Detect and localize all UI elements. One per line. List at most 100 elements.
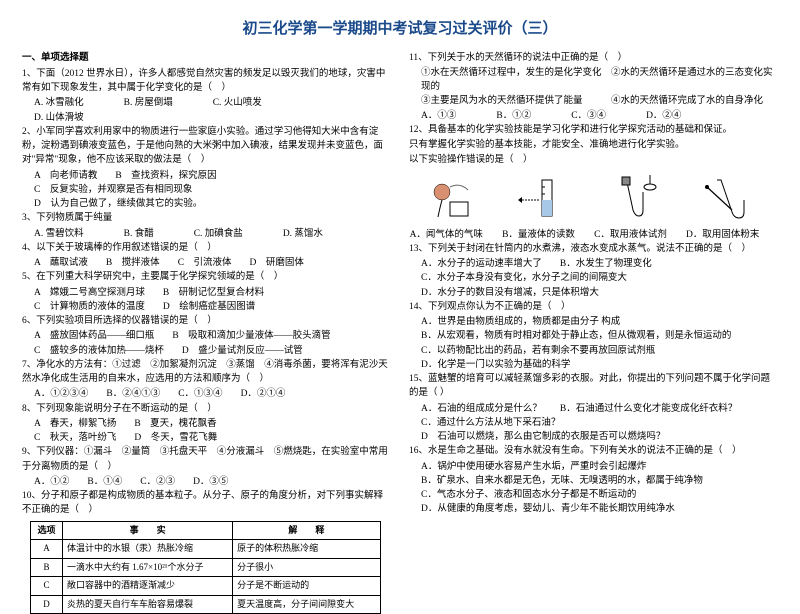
q15-d: D 石油可以燃烧，那么由它制成的衣服是否可以燃烧吗？: [421, 430, 665, 444]
q5-options: A 嫦娥二号高空探测月球 B 研制记忆型复合材料: [22, 286, 391, 300]
q1-d: D. 山体滑坡: [34, 111, 84, 125]
q11-a: A．①③: [421, 109, 456, 123]
q8-options: A 春天，柳絮飞扬 B 夏天，槐花飘香: [22, 417, 391, 431]
q9-b: B．①④: [87, 475, 122, 489]
q1-c: C. 火山喷发: [213, 96, 262, 110]
q13-b: B．水发生了物理变化: [560, 257, 652, 271]
th-1: 事 实: [63, 521, 233, 540]
q13-stem: 13、下列关于封闭在针筒内的水煮沸，液态水变成水蒸气。说法不正确的是（ ）: [409, 242, 778, 256]
q12-stem: 12、具备基本的化学实验技能是学习化学和进行化学探究活动的基础和保证。: [409, 123, 778, 137]
q4-b: B 搅拌液体: [106, 256, 160, 270]
q15-b: B．石油通过什么变化才能变成化纤衣料？: [560, 402, 737, 416]
q12-line1: 只有掌握化学实验的基本技能，才能安全、准确地进行化学实验。: [409, 138, 778, 152]
q12-options: A．闻气体的气味 B．量液体的读数 C．取用液体试剂 D．取用固体粉末: [409, 228, 778, 242]
q9-d: D．③⑤: [193, 475, 228, 489]
q8-options-2: C 秋天，落叶纷飞 D 冬天，雪花飞舞: [22, 431, 391, 445]
q11-stem: 11、下列关于水的天然循环的说法中正确的是（ ）: [409, 51, 778, 65]
table-row: B 一滴水中大约有 1.67×10²¹个水分子 分子很小: [31, 558, 381, 577]
section-heading: 一、单项选择题: [22, 51, 391, 65]
q14-d: D．化学是一门以实验为基础的科学: [409, 358, 778, 372]
q2-b: B 查找资料，探究原因: [115, 169, 216, 183]
q8-d: D 冬天，雪花飞舞: [134, 431, 217, 445]
q6-options-2: C 盛较多的液体加热——烧杯 D 盛少量试剂反应——试管: [22, 344, 391, 358]
q2-d: D 认为自己做了，继续做其它的实验。: [34, 197, 202, 211]
q7-c: C．①③④: [178, 387, 222, 401]
q12-line2: 以下实验操作错误的是（ ）: [409, 153, 778, 167]
q8-stem: 8、下列现象能说明分子在不断运动的是（ ）: [22, 402, 391, 416]
q6-options: A 盛放固体药品——细口瓶 B 吸取和滴加少量液体——胶头滴管: [22, 329, 391, 343]
q11-line2: ③主要是风为水的天然循环提供了能量 ④水的天然循环完成了水的自身净化: [409, 94, 778, 108]
q14-a: A．世界是由物质组成的，物质都是由分子 构成: [409, 315, 778, 329]
q2-options: A 向老师请教 B 查找资料，探究原因: [22, 169, 391, 183]
q13-d: D．水分子的数目没有增减，只是体积增大: [409, 286, 778, 300]
q2-stem: 2、小军同学喜欢利用家中的物质进行一些家庭小实验。通过学习他得知大米中含有淀粉，…: [22, 125, 391, 168]
q7-b: B．②④①③: [106, 387, 160, 401]
q4-c: C 引流液体: [178, 256, 232, 270]
exp-img-a: [420, 172, 490, 222]
q3-d: D. 蒸馏水: [283, 227, 323, 241]
q7-a: A．①②③④: [34, 387, 88, 401]
q11-c: C．③④: [571, 109, 606, 123]
q14-stem: 14、下列观点你认为不正确的是（ ）: [409, 300, 778, 314]
q7-options: A．①②③④ B．②④①③ C．①③④ D．②①④: [22, 387, 391, 401]
cell: D: [31, 595, 63, 614]
q13-options-1: A．水分子的运动速率增大了 B．水发生了物理变化: [409, 257, 778, 271]
exp-img-c: [605, 172, 675, 222]
q8-c: C 秋天，落叶纷飞: [34, 431, 116, 445]
q14-c: C．以药物配比出的药品，若有剩余不要再放回原试剂瓶: [409, 344, 778, 358]
exp-img-b: [512, 172, 582, 222]
q11-line1: ①水在天然循环过程中，发生的是化学变化 ②水的天然循环是通过水的三态变化实现的: [409, 66, 778, 95]
q12-a: A．闻气体的气味: [410, 228, 483, 242]
q2-a: A 向老师请教: [34, 169, 97, 183]
q3-options: A. 雪碧饮料 B. 食醋 C. 加碘食盐 D. 蒸馏水: [22, 227, 391, 241]
q10-table: 选项 事 实 解 释 A 体温计中的水银（汞）热胀冷缩 原子的体积热胀冷缩 B …: [30, 521, 381, 614]
page-title: 初三化学第一学期期中考试复习过关评价（三）: [22, 18, 778, 41]
q3-stem: 3、下列物质属于纯量: [22, 211, 391, 225]
q15-options-1: A．石油的组成成分是什么？ B．石油通过什么变化才能变成化纤衣料？: [409, 402, 778, 416]
q11-d: D．②④: [646, 109, 681, 123]
q6-a: A 盛放固体药品——细口瓶: [34, 329, 154, 343]
cell: B: [31, 558, 63, 577]
q11-options: A．①③ B．①② C．③④ D．②④: [409, 109, 778, 123]
cell: 夏天温度高，分子间间隙变大: [233, 595, 380, 614]
q1-b: B. 房屋倒塌: [124, 96, 173, 110]
table-row: A 体温计中的水银（汞）热胀冷缩 原子的体积热胀冷缩: [31, 540, 381, 559]
q11-b: B．①②: [496, 109, 531, 123]
q16-c: C．气态水分子、液态和固态水分子都是不断运动的: [409, 488, 778, 502]
cell: 敞口容器中的酒精逐渐减少: [63, 577, 233, 596]
cell: 一滴水中大约有 1.67×10²¹个水分子: [63, 558, 233, 577]
q9-a: A．①②: [34, 475, 69, 489]
q4-options: A 蘸取试液 B 搅拌液体 C 引流液体 D 研磨固体: [22, 256, 391, 270]
q3-a: A. 雪碧饮料: [34, 227, 84, 241]
left-column: 一、单项选择题 1、下面（2012 世界水日），许多人都感觉自然灾害的频发足以毁…: [22, 51, 391, 614]
cell: C: [31, 577, 63, 596]
q1-stem: 1、下面（2012 世界水日），许多人都感觉自然灾害的频发足以毁灭我们的地球，灾…: [22, 67, 391, 96]
q15-c: C．通过什么方法从地下采石油？: [421, 416, 560, 430]
q5-b: B 研制记忆型复合材料: [163, 286, 264, 300]
two-column-layout: 一、单项选择题 1、下面（2012 世界水日），许多人都感觉自然灾害的频发足以毁…: [22, 51, 778, 614]
q1-a: A. 冰雪融化: [34, 96, 84, 110]
experiment-images: [409, 172, 778, 224]
q15-a: A．石油的组成成分是什么？: [421, 402, 542, 416]
th-2: 解 释: [233, 521, 380, 540]
cell: 炎热的夏天自行车车胎容易爆裂: [63, 595, 233, 614]
q5-c: C 计算物质的液体的温度: [34, 300, 145, 314]
q6-stem: 6、下列实验项目所选择的仪器错误的是（ ）: [22, 314, 391, 328]
q7-d: D．②①④: [241, 387, 286, 401]
q5-stem: 5、在下列重大科学研究中，主要属于化学探究领域的是（ ）: [22, 270, 391, 284]
table-row: C 敞口容器中的酒精逐渐减少 分子是不断运动的: [31, 577, 381, 596]
q6-c: C 盛较多的液体加热——烧杯: [34, 344, 164, 358]
q2-c: C 反复实验，并观察是否有相同现象: [34, 183, 192, 197]
q6-b: B 吸取和滴加少量液体——胶头滴管: [172, 329, 330, 343]
q9-options: A．①② B．①④ C．②③ D．③⑤: [22, 475, 391, 489]
q13-a: A．水分子的运动速率增大了: [421, 257, 542, 271]
table-row: D 炎热的夏天自行车车胎容易爆裂 夏天温度高，分子间间隙变大: [31, 595, 381, 614]
q1-options: A. 冰雪融化 B. 房屋倒塌 C. 火山喷发 D. 山体滑坡: [22, 96, 391, 125]
q9-c: C．②③: [140, 475, 175, 489]
cell: A: [31, 540, 63, 559]
q4-stem: 4、以下关于玻璃棒的作用叙述错误的是（ ）: [22, 241, 391, 255]
q8-b: B 夏天，槐花飘香: [134, 417, 216, 431]
q9-stem: 9、下列仪器：①漏斗 ②量筒 ③托盘天平 ④分液漏斗 ⑤燃烧匙，在实验室中常用于…: [22, 445, 391, 474]
q16-a: A．锅炉中使用硬水容易产生水垢，严重时会引起爆炸: [409, 460, 778, 474]
q6-d: D 盛少量试剂反应——试管: [182, 344, 303, 358]
